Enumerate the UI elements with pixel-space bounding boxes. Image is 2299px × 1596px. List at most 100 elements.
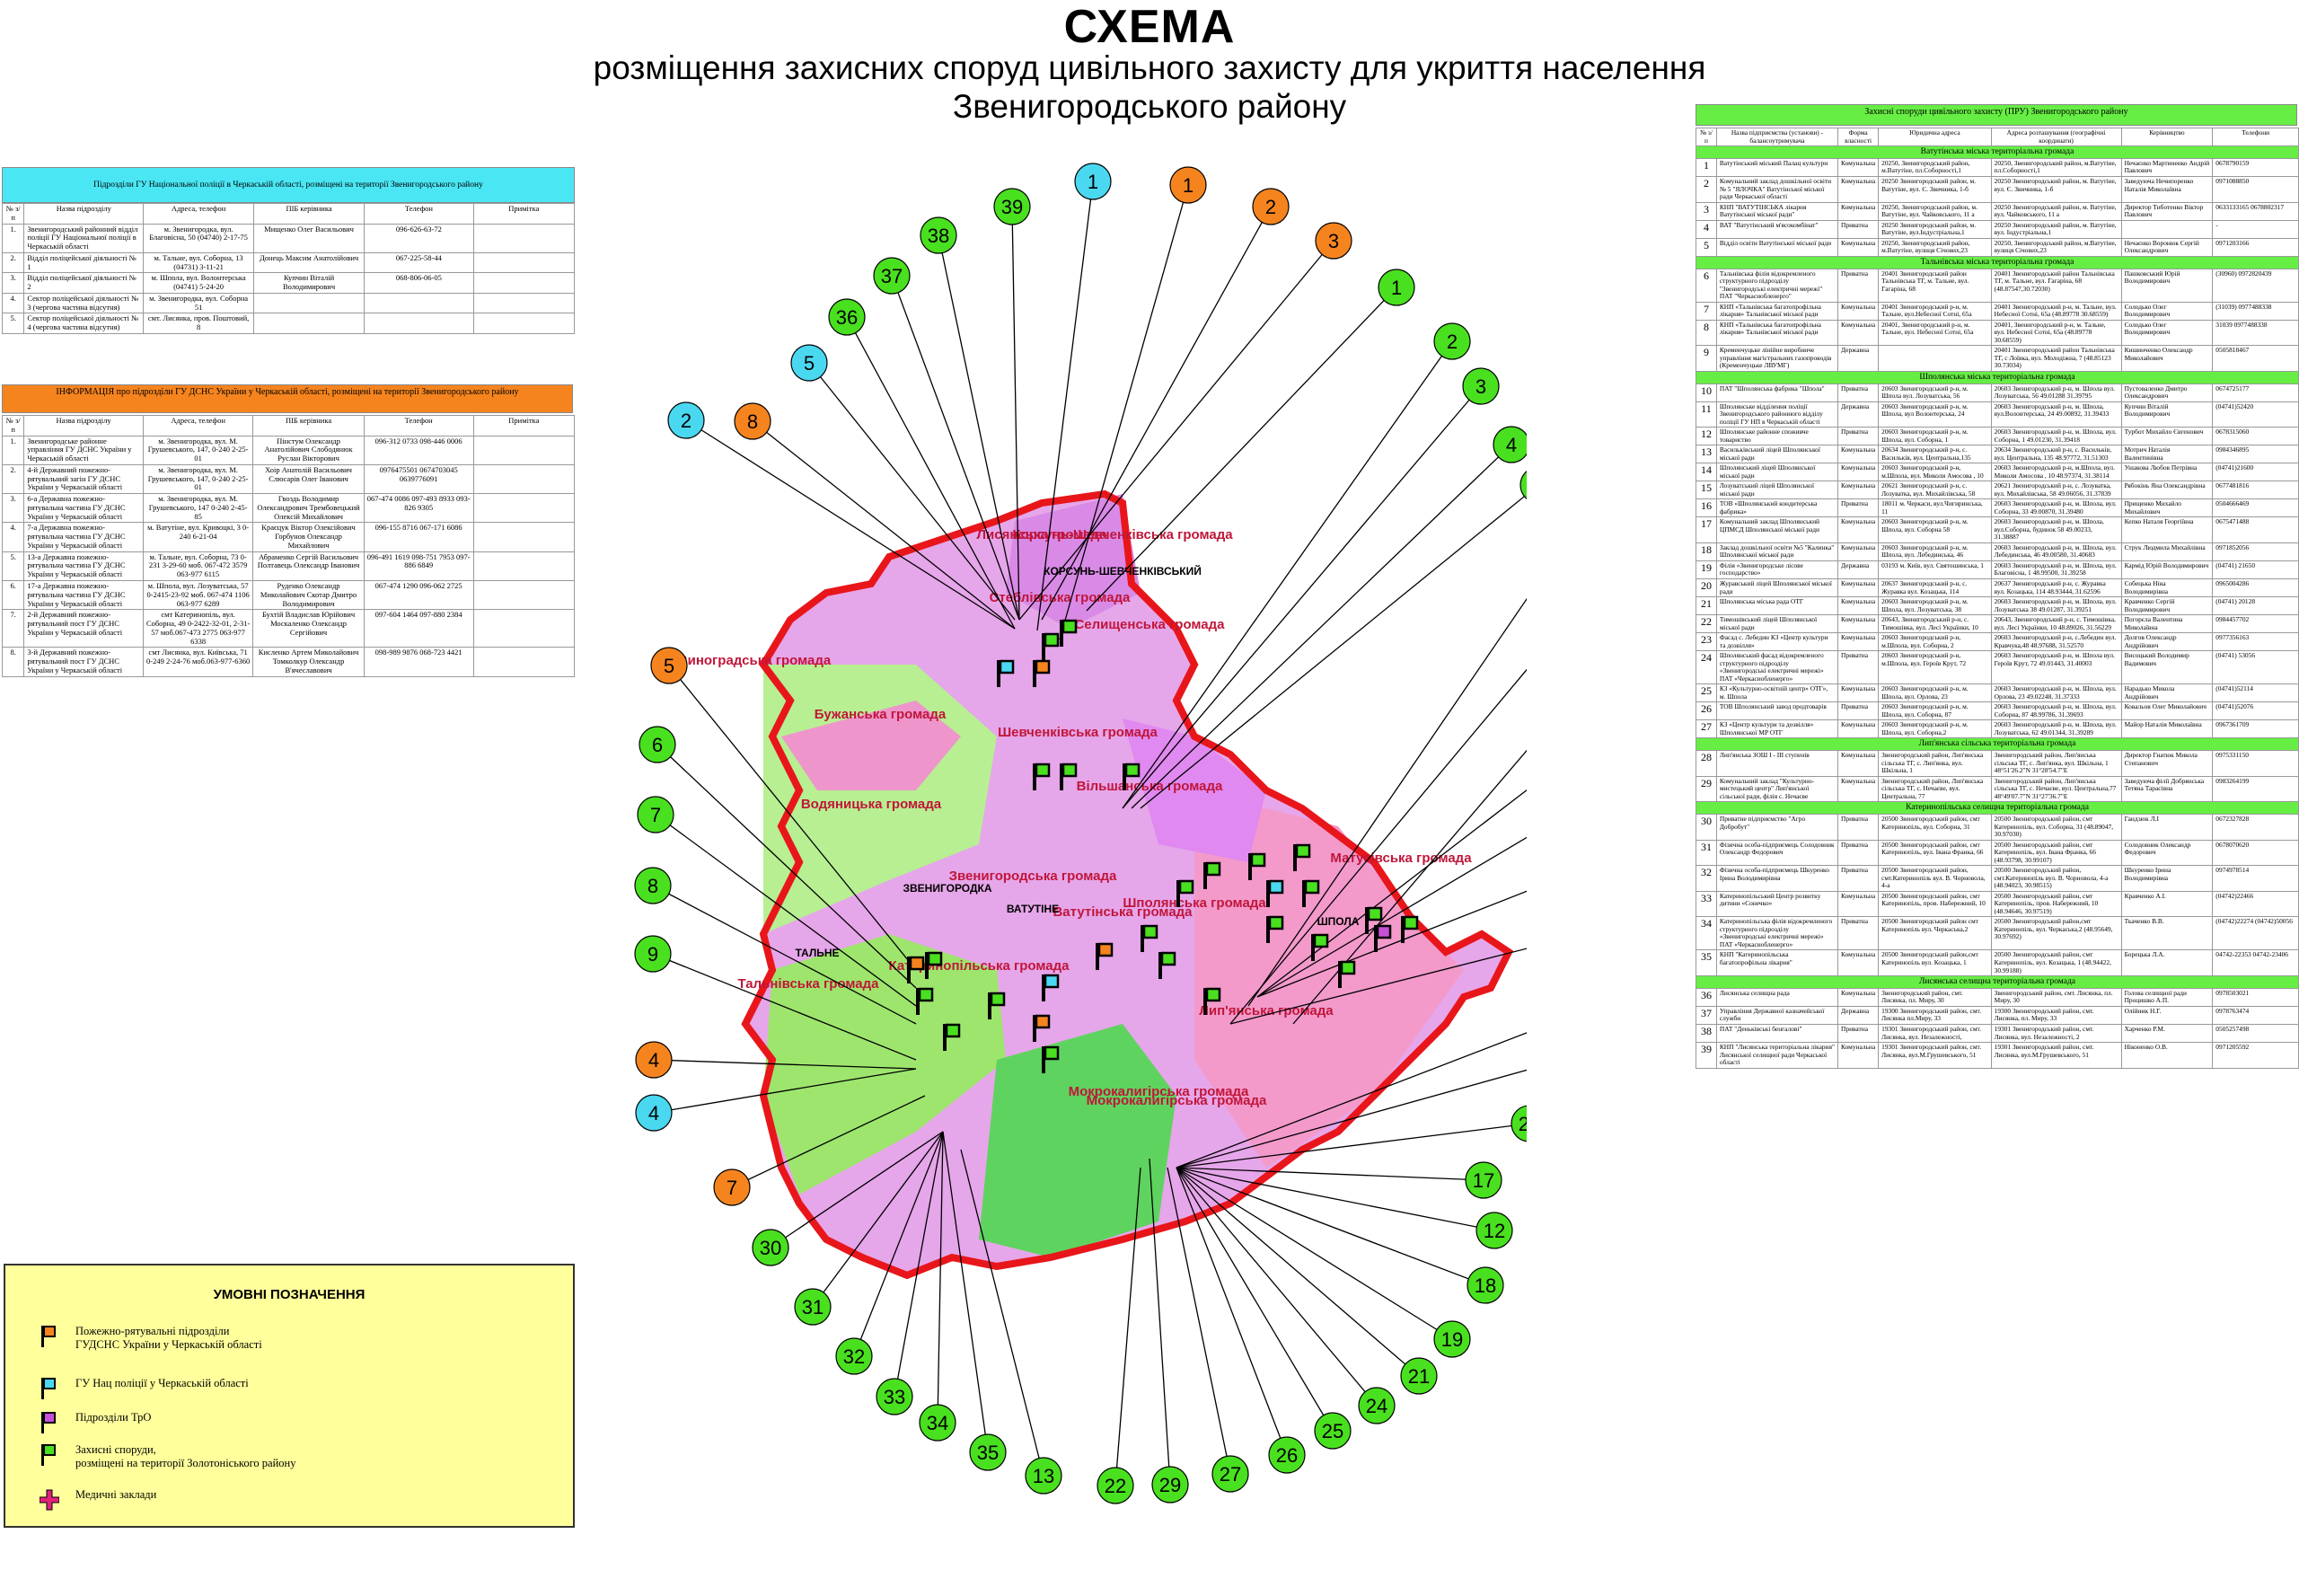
table-cell: Приватна: [1837, 839, 1880, 867]
shelter-flag-icon: [918, 987, 934, 1002]
table-cell: 20603 Звенигородський р-н, м. Шпола, вул…: [1990, 683, 2122, 703]
table-cell: 19: [1696, 560, 1717, 580]
table-cell: [472, 313, 576, 334]
hromada-label: Мокрокалигірська громада: [1069, 1084, 1249, 1099]
hromada-label: Шевченківська громада: [998, 725, 1158, 740]
table-cell: Кепко Наталя Георгіївна: [2120, 516, 2214, 543]
table-cell: ТОВ «Шполянський кондитерська фабрика»: [1715, 498, 1839, 518]
section-row: Лип'янська сільська територіальна громад…: [1696, 737, 2299, 752]
table-row: 2. 4-й Державний пожежно-рятувальний загі…: [1, 463, 576, 495]
table-cell: Державна: [1837, 345, 1880, 372]
callout-number: 4: [648, 1102, 659, 1124]
table-cell: (30960) 0972820439: [2212, 268, 2299, 303]
section-header: Лисянська селищна територіальна громада: [1696, 975, 2299, 989]
pole-icon: [1311, 934, 1315, 961]
table-cell: 6-а Державна пожежно-рятувальна частина …: [23, 493, 144, 524]
table-cell: 27: [1696, 719, 1717, 739]
table-cell: Управління Державної казначейської служб…: [1715, 1005, 1839, 1026]
callout-number: 39: [1001, 196, 1023, 218]
pole-icon: [943, 1024, 947, 1051]
callout-number: 36: [836, 306, 858, 329]
shelter-flag-icon: [945, 1023, 961, 1038]
callout-number: 24: [1366, 1395, 1387, 1417]
table-cell: Комунальна: [1837, 445, 1880, 464]
table-cell: Комунальна: [1837, 632, 1880, 652]
table-cell: Турбот Михайло Євгенович: [2120, 427, 2214, 446]
table-cell: 20500 Звенигородський район, смт Катерин…: [1990, 839, 2122, 867]
callout-leader: [1229, 948, 1527, 1025]
table-cell: [472, 580, 576, 611]
table-cell: [252, 313, 366, 334]
shelter-flag-icon: [1295, 843, 1311, 859]
table-row: 3. Відділ поліцейської діяльності № 2 м. Ш…: [1, 272, 576, 294]
shelter-flag-icon: [1044, 632, 1060, 648]
table-cell: ПАТ "Деньківські бенгалові": [1715, 1023, 1839, 1044]
table-cell: 20603 Звенигородський р-н, м. Шпола вул.…: [1878, 383, 1992, 402]
table-cell: Нечаєнко Мартиненко Андрій Павлович: [2120, 157, 2214, 177]
table-cell: 31039 0977488338: [2212, 319, 2299, 347]
fire-flag-icon: [909, 956, 925, 971]
table-cell: Комунальна: [1837, 578, 1880, 598]
table-cell: м. Ватутіне, вул. Кривоцкі, 3 0-240 6-21…: [142, 522, 254, 552]
callout-circle: [1268, 1436, 1306, 1474]
legend-label: Захисні споруди, розміщені на території …: [75, 1443, 296, 1469]
table-cell: Приватна: [1837, 650, 1880, 685]
table-cell: 20603 Звенигородський р-н, с.Лебедин вул…: [1990, 632, 2122, 652]
callout-circle: [1252, 188, 1290, 225]
table-cell: м. Шпола, вул. Волонтерська (04741) 5-24…: [143, 272, 254, 294]
table-cell: Лозуватський ліцей Шполянської міської р…: [1715, 481, 1839, 500]
callout-number: 3: [1475, 375, 1486, 398]
table-cell: Пустоваленко Дмитро Олександрович: [2120, 383, 2214, 402]
column-header: ПІБ керівника: [252, 203, 366, 225]
table-cell: 0971088850: [2212, 175, 2299, 203]
hromada-label: Звенигородська громада: [949, 869, 1117, 884]
shelter-flag-icon: [1160, 951, 1176, 966]
callout-leader: [1256, 836, 1527, 998]
table-cell: 25: [1696, 683, 1717, 703]
table-row: 1. Звенигородське районне управління ГУ Д…: [1, 435, 576, 465]
column-header: Назва підрозділу: [23, 415, 144, 436]
table-cell: [1878, 345, 1992, 372]
table-cell: 0971852056: [2212, 542, 2299, 561]
police-panel-title: Підрозділи ГУ Національної поліції в Чер…: [2, 167, 575, 203]
hromada-label: Бужанська громада: [815, 707, 947, 722]
table-row: 15 Лозуватський ліцей Шполянської міської…: [1696, 481, 2299, 500]
pole-icon: [1060, 620, 1063, 647]
table-cell: 7.: [1, 609, 25, 648]
table-cell: Комунальна: [1837, 987, 1880, 1007]
pole-icon: [1042, 633, 1045, 660]
pole-icon: [997, 660, 1000, 687]
table-cell: Приватна: [1837, 1023, 1880, 1044]
hromada-label: Тальнівська громада: [737, 976, 879, 992]
blue-flag-icon: [40, 1377, 56, 1400]
table-cell: 20500 Звенигородський район,смт Катерино…: [1990, 916, 2122, 951]
table-cell: 19301 Звенигородський район, смт. Лисянк…: [1878, 1042, 1992, 1069]
page-subtitle-district: Звенигородського району: [952, 88, 1347, 125]
fire-flag-icon: [1097, 942, 1114, 957]
pole-icon: [907, 957, 911, 983]
table-row: 27 КЗ «Центр культури та дозвілля» Шполян…: [1696, 719, 2299, 739]
hromada-label: Корсунь-Шевченківська громада: [1012, 527, 1233, 542]
section-header: Лип'янська сільська територіальна громад…: [1696, 737, 2299, 752]
pole-icon: [1033, 660, 1036, 687]
table-cell: 24: [1696, 650, 1717, 685]
callout-circle: [919, 1404, 956, 1442]
table-cell: 32: [1696, 865, 1717, 892]
table-cell: 0975331150: [2212, 750, 2299, 777]
table-cell: -: [2212, 219, 2299, 239]
callout-circle: [1358, 1387, 1396, 1424]
table-cell: 067-474 1290 096-062 2725: [363, 580, 474, 611]
table-cell: Лип'янська ЗОШ І - ІІІ ступенів: [1715, 750, 1839, 777]
table-cell: 0983264199: [2212, 775, 2299, 803]
table-cell: 096-626-63-72: [364, 223, 474, 253]
callout-number: 25: [1322, 1420, 1343, 1442]
callout-number: 5: [664, 655, 674, 677]
callout-leader: [937, 1131, 944, 1424]
table-cell: 0678070620: [2212, 839, 2299, 867]
legend-item: Медичні заклади: [39, 1488, 156, 1512]
table-cell: Солодько Олег Володимирович: [2120, 301, 2214, 321]
table-row: 28 Лип'янська ЗОШ І - ІІІ ступенів Комунал…: [1696, 750, 2299, 777]
legend-item: ГУ Нац поліції у Черкаській області: [40, 1377, 249, 1400]
table-cell: (04741)52076: [2212, 701, 2299, 721]
table-row: 22 Тимошівський ліцей Шполянської міської…: [1696, 614, 2299, 634]
